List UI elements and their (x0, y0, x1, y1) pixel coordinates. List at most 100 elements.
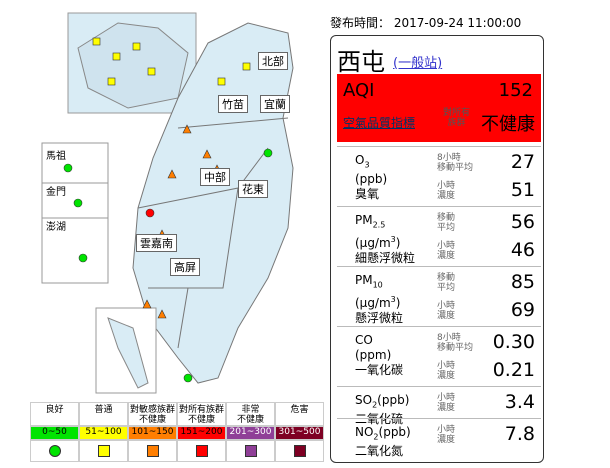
pollutant-chinese: 細懸浮微粒 (355, 251, 416, 266)
row-label-line: 濃度 (437, 251, 456, 261)
formula: CO (355, 333, 403, 348)
pollutant-chinese: 懸浮微粒 (355, 311, 404, 326)
station-type[interactable]: (一般站) (393, 56, 443, 71)
formula: PM2.5 (355, 213, 415, 232)
legend-label-line: 不健康 (236, 415, 264, 425)
pollutant-name: CO (ppm) 一氧化碳 (355, 333, 403, 378)
region-label: 北部 (258, 52, 288, 70)
row-label: 小時 濃度 (437, 425, 455, 445)
aqi-box: AQI 152 空氣品質指標 對所有 族群 不健康 (337, 74, 541, 142)
legend-symbol (275, 440, 324, 462)
row-label-line: 8小時 (437, 153, 461, 163)
legend-label: 對所有族群 不健康 (177, 402, 226, 426)
row-label-line: 平均 (437, 223, 456, 233)
pollutant-row: PM2.5 (μg/m3) 細懸浮微粒 移動 平均 56 小時 濃度 46 (337, 206, 541, 267)
pollutant-chinese: 二氧化硫 (355, 412, 404, 427)
formula: SO2(ppb) (355, 393, 409, 412)
taiwan (132, 22, 294, 384)
aqi-value: 152 (498, 80, 533, 101)
row-label-line: 移動 (437, 213, 456, 223)
row-label-line: 小時 (437, 425, 456, 435)
row-label-line: 移動平均 (437, 163, 474, 173)
pollutant-row: PM10 (μg/m3) 懸浮微粒 移動 平均 85 小時 濃度 69 (337, 266, 541, 327)
formula-unit: (ppb) (378, 425, 411, 439)
legend-label-line: 不健康 (138, 415, 166, 425)
row-label: 移動 平均 (437, 273, 455, 293)
formula-sub: 2 (373, 432, 379, 442)
row-label-line: 小時 (437, 181, 456, 191)
row-label: 小時 濃度 (437, 393, 455, 413)
row-label-line: 小時 (437, 241, 456, 251)
aqi-subtitle: 空氣品質指標 (343, 116, 416, 130)
row-value: 56 (510, 211, 535, 233)
symbol (244, 445, 257, 457)
row-label: 8小時 移動平均 (437, 153, 473, 173)
row-label: 小時 濃度 (437, 361, 455, 381)
legend-symbol (128, 440, 177, 462)
aqi-note: 對所有 (443, 108, 471, 118)
row-label-line: 濃度 (437, 371, 456, 381)
region-label: 宜蘭 (260, 95, 290, 113)
row-value: 0.21 (492, 359, 535, 381)
legend-label: 對敏感族群 不健康 (128, 402, 177, 426)
unit-text: (ppm) (355, 348, 392, 362)
unit-sup: 3 (390, 295, 396, 305)
island-label: 馬祖 (46, 151, 66, 162)
formula-text: CO (355, 333, 373, 347)
row-value: 0.30 (492, 331, 535, 353)
legend-symbol (177, 440, 226, 462)
legend-range: 0~50 (30, 426, 79, 440)
formula: PM10 (355, 273, 403, 292)
row-label-line: 濃度 (437, 403, 456, 413)
pollutant-row: SO2(ppb) 二氧化硫 小時 濃度 3.4 (337, 386, 541, 426)
published: 發布時間： 2017-09-24 11:00:00 (330, 14, 521, 31)
legend-label: 非常 不健康 (226, 402, 275, 426)
station-panel: 西屯 (一般站) AQI 152 空氣品質指標 對所有 族群 不健康 O3 (ppb… (330, 35, 544, 463)
unit: (μg/m3) (355, 232, 415, 251)
region-label: 竹苗 (218, 95, 248, 113)
taipei-area (77, 22, 189, 109)
legend-range: 51~100 (79, 426, 128, 440)
region-label: 高屏 (170, 258, 200, 276)
unit: (ppb) (355, 172, 387, 187)
south-island (107, 317, 149, 389)
pollutant-chinese: 臭氧 (355, 187, 380, 202)
island-label: 澎湖 (46, 222, 66, 233)
pollutant-row: O3 (ppb) 臭氧 8小時 移動平均 27 小時 濃度 51 (337, 146, 541, 207)
row-label-line: 小時 (437, 393, 456, 403)
row-value: 27 (510, 151, 535, 173)
row-label: 小時 濃度 (437, 301, 455, 321)
symbol (293, 445, 306, 457)
formula: O3 (355, 153, 387, 172)
formula-text: PM (355, 213, 373, 227)
pollutant-name: PM2.5 (μg/m3) 細懸浮微粒 (355, 213, 415, 266)
formula: NO2(ppb) (355, 425, 411, 444)
row-label-line: 濃度 (437, 311, 456, 321)
pollutant-name: SO2(ppb) 二氧化硫 (355, 393, 409, 427)
pollutant-row: CO (ppm) 一氧化碳 8小時 移動平均 0.30 小時 濃度 0.21 (337, 326, 541, 387)
formula-sub: 2 (372, 400, 378, 410)
formula-unit: (ppb) (377, 393, 410, 407)
region-label: 雲嘉南 (136, 234, 177, 252)
symbol (97, 445, 110, 457)
region-label: 中部 (200, 168, 230, 186)
legend-label-line: 危害 (290, 405, 309, 415)
row-value: 3.4 (504, 391, 535, 413)
legend-symbol (226, 440, 275, 462)
formula-sub: 10 (372, 280, 383, 290)
legend-label: 危害 (275, 402, 324, 426)
symbol (195, 445, 208, 457)
pollutant-row: NO2(ppb) 二氧化氮 小時 濃度 7.8 (337, 418, 541, 458)
unit-end: ) (395, 236, 401, 251)
pollutant-chinese: 一氧化碳 (355, 363, 404, 377)
row-value: 69 (510, 299, 535, 321)
row-label-line: 平均 (437, 283, 456, 293)
legend-label-line: 不健康 (187, 415, 215, 425)
legend-label-line: 良好 (45, 405, 64, 415)
legend-label: 普通 (79, 402, 128, 426)
row-label-line: 小時 (437, 361, 456, 371)
formula-text: PM (355, 273, 373, 287)
unit: (μg/m3) (355, 292, 403, 311)
row-label-line: 濃度 (437, 191, 456, 201)
row-label-line: 移動 (437, 273, 456, 283)
